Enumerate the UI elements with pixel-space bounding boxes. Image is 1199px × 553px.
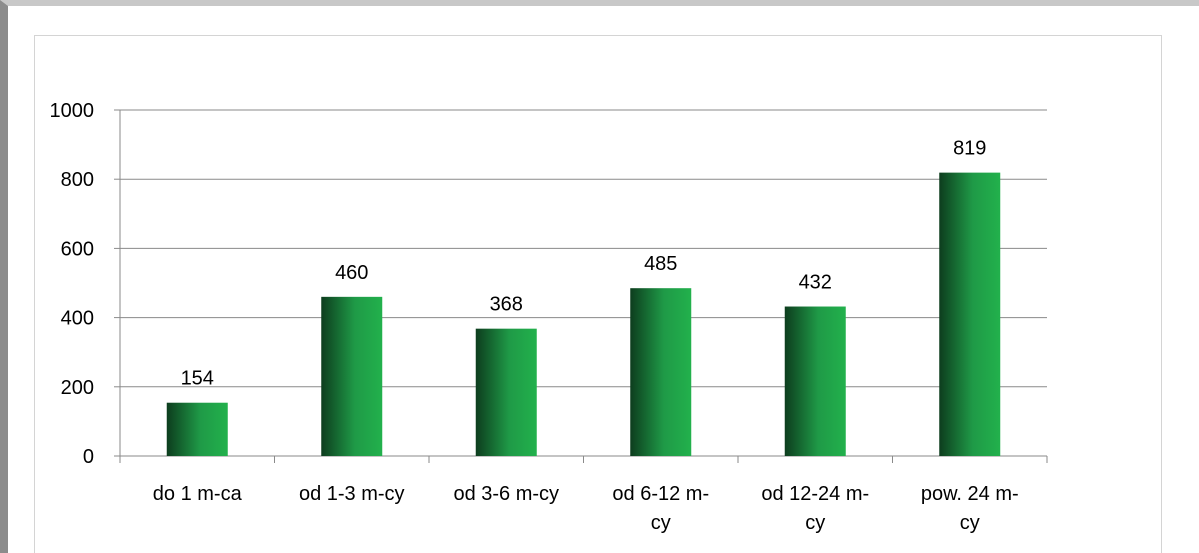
bar (321, 296, 383, 456)
category-label: do 1 m-ca (153, 483, 243, 505)
data-label: 432 (799, 272, 832, 294)
y-tick-label: 200 (61, 377, 94, 399)
category-label: od 3-6 m-cy (453, 483, 559, 505)
bar (939, 172, 1001, 456)
y-tick-label: 1000 (50, 100, 95, 122)
gridlines (120, 109, 1047, 388)
y-tick-label: 400 (61, 308, 94, 330)
labels: 0 200 400 600 800 1000 154 do 1 m-ca 460 od 1-3 m… (50, 100, 1019, 534)
category-label: pow. 24 m- (921, 483, 1019, 505)
y-tick-label: 800 (61, 169, 94, 191)
bar (166, 402, 228, 456)
category-label: cy (805, 512, 825, 534)
data-label: 154 (181, 368, 214, 390)
category-label: od 6-12 m- (612, 483, 709, 505)
bar (784, 306, 846, 456)
data-label: 460 (335, 262, 368, 284)
category-label: cy (651, 512, 671, 534)
category-label: cy (960, 512, 980, 534)
bar (475, 328, 537, 456)
data-label: 819 (953, 138, 986, 160)
data-label: 368 (490, 294, 523, 316)
y-tick-label: 600 (61, 238, 94, 260)
category-label: od 1-3 m-cy (299, 483, 405, 505)
bar (630, 288, 692, 456)
axes (114, 109, 1048, 463)
data-label: 485 (644, 253, 677, 275)
category-label: od 12-24 m- (761, 483, 869, 505)
y-tick-label: 0 (83, 446, 94, 468)
bars (166, 172, 1001, 456)
